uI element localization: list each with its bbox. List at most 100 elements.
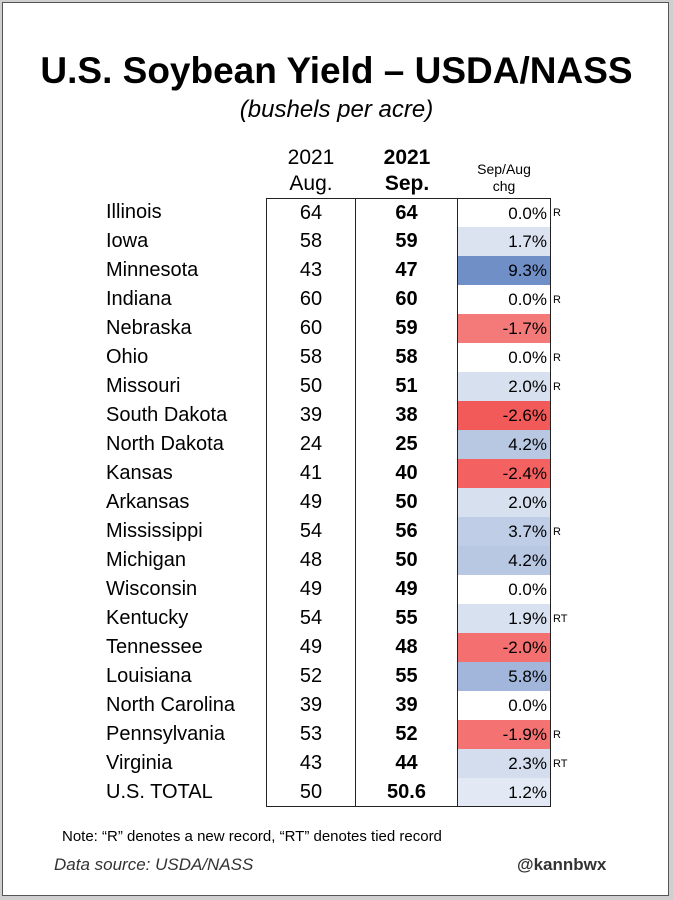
state-name: Nebraska <box>106 317 192 339</box>
aug-yield: 60 <box>266 314 356 343</box>
table-row: Indiana 60 60 0.0% R <box>0 285 673 314</box>
aug-yield: 39 <box>266 401 356 430</box>
sep-yield: 39 <box>356 691 458 720</box>
sep-yield: 60 <box>356 285 458 314</box>
state-name: Ohio <box>106 346 149 368</box>
change-pct: 0.0% <box>458 285 551 314</box>
aug-yield: 41 <box>266 459 356 488</box>
state-name: South Dakota <box>106 404 228 426</box>
table-row: Missouri 50 51 2.0% R <box>0 372 673 401</box>
change-pct: 1.9% <box>458 604 551 633</box>
sep-yield: 55 <box>356 662 458 691</box>
sep-yield: 59 <box>356 227 458 256</box>
aug-yield: 49 <box>266 575 356 604</box>
record-flag: R <box>553 729 561 741</box>
chart-subtitle: (bushels per acre) <box>239 96 434 123</box>
change-pct: 1.7% <box>458 227 551 256</box>
change-pct: -2.4% <box>458 459 551 488</box>
change-pct: 4.2% <box>458 430 551 459</box>
footnote: Note: “R” denotes a new record, “RT” den… <box>62 828 442 845</box>
sep-yield: 38 <box>356 401 458 430</box>
record-flag: R <box>553 526 561 538</box>
sep-yield: 47 <box>356 256 458 285</box>
table-row: Pennsylvania 53 52 -1.9% R <box>0 720 673 749</box>
table-row: Virginia 43 44 2.3% RT <box>0 749 673 778</box>
header-chg-line1: Sep/Aug <box>477 161 531 177</box>
aug-yield: 50 <box>266 372 356 401</box>
table-row: North Dakota 24 25 4.2% <box>0 430 673 459</box>
change-pct: 2.3% <box>458 749 551 778</box>
aug-yield: 58 <box>266 227 356 256</box>
aug-yield: 39 <box>266 691 356 720</box>
aug-yield: 58 <box>266 343 356 372</box>
state-name: Missouri <box>106 375 181 397</box>
state-name: Mississippi <box>106 520 203 542</box>
record-flag: RT <box>553 758 568 770</box>
table-row: Nebraska 60 59 -1.7% <box>0 314 673 343</box>
state-name: Pennsylvania <box>106 723 225 745</box>
table-row: Louisiana 52 55 5.8% <box>0 662 673 691</box>
state-name: Wisconsin <box>106 578 198 600</box>
sep-yield: 44 <box>356 749 458 778</box>
aug-yield: 49 <box>266 633 356 662</box>
change-pct: 4.2% <box>458 546 551 575</box>
table-row: Illinois 64 64 0.0% R <box>0 198 673 227</box>
change-pct: 0.0% <box>458 691 551 720</box>
state-name: Indiana <box>106 288 172 310</box>
table-row: Minnesota 43 47 9.3% <box>0 256 673 285</box>
state-name: Louisiana <box>106 665 192 687</box>
change-pct: -2.0% <box>458 633 551 662</box>
header-aug-month: Aug. <box>289 172 333 195</box>
sep-yield: 59 <box>356 314 458 343</box>
aug-yield: 64 <box>266 198 356 227</box>
state-name: Illinois <box>106 201 162 223</box>
sep-yield: 56 <box>356 517 458 546</box>
aug-yield: 43 <box>266 749 356 778</box>
state-name: North Carolina <box>106 694 235 716</box>
sep-yield: 55 <box>356 604 458 633</box>
state-name: Arkansas <box>106 491 190 513</box>
record-flag: R <box>553 352 561 364</box>
table-row: Ohio 58 58 0.0% R <box>0 343 673 372</box>
state-name: Kansas <box>106 462 173 484</box>
change-pct: 1.2% <box>458 778 551 807</box>
change-pct: 9.3% <box>458 256 551 285</box>
table-row: Kentucky 54 55 1.9% RT <box>0 604 673 633</box>
change-pct: 0.0% <box>458 575 551 604</box>
aug-yield: 54 <box>266 517 356 546</box>
sep-yield: 50 <box>356 546 458 575</box>
table-row: Arkansas 49 50 2.0% <box>0 488 673 517</box>
table-row: Michigan 48 50 4.2% <box>0 546 673 575</box>
state-name: Iowa <box>106 230 149 252</box>
state-name: Minnesota <box>106 259 199 281</box>
author-handle: @kannbwx <box>517 855 607 874</box>
change-pct: 3.7% <box>458 517 551 546</box>
sep-yield: 50 <box>356 488 458 517</box>
aug-yield: 48 <box>266 546 356 575</box>
change-pct: -1.9% <box>458 720 551 749</box>
change-pct: -2.6% <box>458 401 551 430</box>
sep-yield: 64 <box>356 198 458 227</box>
change-pct: 0.0% <box>458 198 551 227</box>
header-sep: 2021 Sep. <box>356 145 458 197</box>
change-pct: 2.0% <box>458 372 551 401</box>
table-row: Kansas 41 40 -2.4% <box>0 459 673 488</box>
table-row: Wisconsin 49 49 0.0% <box>0 575 673 604</box>
sep-yield: 50.6 <box>356 778 458 807</box>
table-row: South Dakota 39 38 -2.6% <box>0 401 673 430</box>
header-chg-line2: chg <box>492 178 516 194</box>
state-name: Kentucky <box>106 607 189 629</box>
change-pct: 0.0% <box>458 343 551 372</box>
state-name: Tennessee <box>106 636 203 658</box>
aug-yield: 54 <box>266 604 356 633</box>
chart-title: U.S. Soybean Yield – USDA/NASS <box>40 50 633 91</box>
sep-yield: 49 <box>356 575 458 604</box>
aug-yield: 50 <box>266 778 356 807</box>
state-name: U.S. TOTAL <box>106 781 213 803</box>
record-flag: R <box>553 294 561 306</box>
sep-yield: 25 <box>356 430 458 459</box>
table-row: Iowa 58 59 1.7% <box>0 227 673 256</box>
record-flag: R <box>553 207 561 219</box>
sep-yield: 48 <box>356 633 458 662</box>
